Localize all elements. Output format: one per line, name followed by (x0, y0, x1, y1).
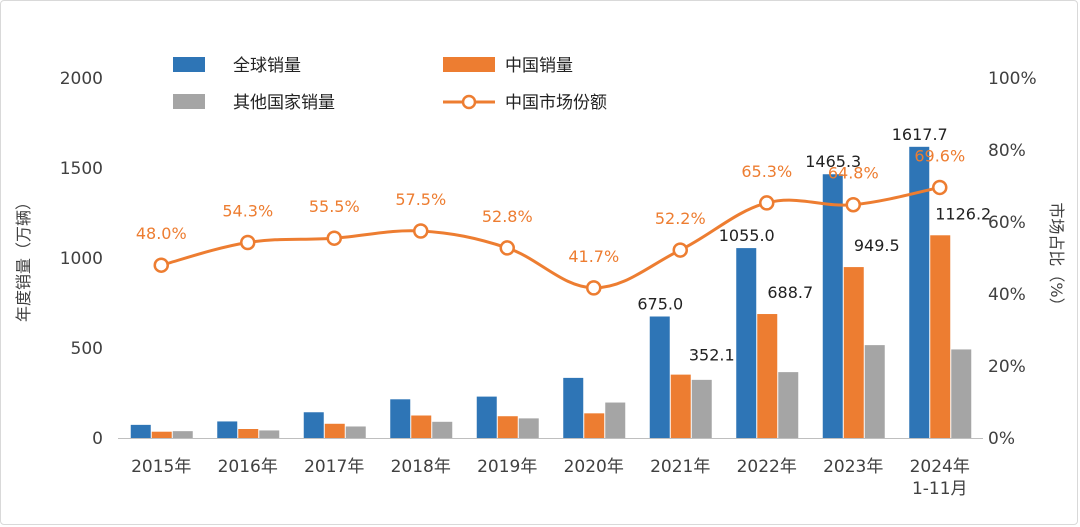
share-label: 52.2% (655, 209, 706, 228)
y2-tick-label: 20% (988, 357, 1026, 377)
bar (151, 431, 172, 438)
bar (605, 402, 626, 438)
bar (324, 423, 345, 438)
bar (864, 345, 885, 438)
bar (757, 314, 778, 438)
x-tick-label: 2024年 (910, 457, 970, 477)
bar (172, 431, 193, 438)
bar (390, 399, 411, 438)
bar (345, 426, 366, 438)
share-marker (672, 242, 688, 258)
x-tick-label: 2023年 (823, 457, 883, 477)
x-tick-label: 1-11月 (912, 479, 968, 499)
x-tick-label: 2015年 (131, 457, 191, 477)
share-marker (153, 257, 169, 273)
y2-tick-label: 40% (988, 285, 1026, 305)
legend-marker-china-share (461, 94, 477, 110)
bar (670, 374, 691, 438)
x-tick-label: 2016年 (218, 457, 278, 477)
bar (432, 421, 453, 438)
y-tick-label: 2000 (60, 69, 103, 89)
share-label: 65.3% (741, 162, 792, 181)
bar (951, 349, 972, 438)
data-label: 688.7 (767, 283, 813, 302)
plot-area: 0 500 1000 1500 2000 0% 20% 40% 60% 80% 100% 675.0 3… (60, 69, 1037, 499)
bar (930, 235, 951, 438)
legend-label-other-sales: 其他国家销量 (233, 93, 335, 113)
share-marker (240, 234, 256, 251)
bar (909, 146, 930, 438)
y2-tick-label: 100% (988, 69, 1037, 89)
bar (411, 415, 432, 438)
share-marker (326, 230, 342, 246)
share-label: 54.3% (222, 202, 273, 221)
bar (736, 248, 757, 438)
y2-tick-label: 60% (988, 213, 1026, 233)
bar (584, 413, 605, 438)
y-tick-label: 1500 (60, 159, 103, 179)
bar (259, 430, 280, 438)
bar (497, 416, 518, 438)
data-label: 1055.0 (719, 226, 775, 245)
bar (217, 421, 238, 438)
share-marker (845, 196, 861, 213)
bar (778, 372, 799, 438)
share-label: 57.5% (395, 190, 446, 209)
legend-swatch-china-sales (443, 57, 495, 72)
y-axis-title: 年度销量（万辆） (14, 194, 33, 322)
share-marker (413, 223, 429, 239)
share-marker (932, 179, 948, 196)
x-tick-label: 2022年 (737, 457, 797, 477)
x-tick-label: 2019年 (477, 457, 537, 477)
x-tick-label: 2021年 (650, 457, 710, 477)
bar (843, 267, 864, 438)
legend-label-china-sales: 中国销量 (505, 56, 573, 76)
bar (649, 316, 670, 438)
share-marker (759, 195, 775, 211)
bar (822, 174, 843, 438)
share-label: 69.6% (914, 146, 965, 165)
legend-label-global-sales: 全球销量 (233, 56, 301, 76)
bar (691, 379, 712, 438)
share-marker (586, 280, 602, 296)
legend-swatch-other-sales (173, 94, 205, 109)
bar (130, 424, 151, 438)
y-tick-label: 1000 (60, 249, 103, 269)
legend: 全球销量 中国销量 其他国家销量 中国市场份额 (173, 56, 607, 113)
share-line (160, 185, 941, 290)
y-tick-label: 500 (71, 339, 103, 359)
bar (476, 396, 497, 438)
data-label: 352.1 (689, 346, 735, 365)
data-label: 1617.7 (892, 125, 948, 144)
y2-tick-label: 80% (988, 141, 1026, 161)
y2-axis-title: 市场占比（%） (1047, 202, 1066, 313)
share-label: 55.5% (309, 197, 360, 216)
data-label: 949.5 (854, 236, 900, 255)
legend-label-china-share: 中国市场份额 (505, 93, 607, 113)
x-tick-label: 2017年 (304, 457, 364, 477)
data-label: 1465.3 (805, 152, 861, 171)
bar (238, 429, 259, 438)
share-label: 64.8% (828, 164, 879, 183)
y2-tick-label: 0% (988, 429, 1015, 449)
bar (518, 418, 539, 438)
data-label: 675.0 (637, 295, 683, 314)
x-tick-label: 2020年 (564, 457, 624, 477)
share-marker (499, 240, 515, 256)
share-label: 52.8% (482, 207, 533, 226)
x-tick-label: 2018年 (391, 457, 451, 477)
share-label: 48.0% (136, 224, 187, 243)
y-tick-label: 0 (92, 429, 103, 449)
bar (563, 377, 584, 438)
bar (303, 412, 324, 438)
legend-swatch-global-sales (173, 57, 205, 72)
share-label: 41.7% (568, 247, 619, 266)
data-label: 1126.2 (935, 204, 991, 223)
